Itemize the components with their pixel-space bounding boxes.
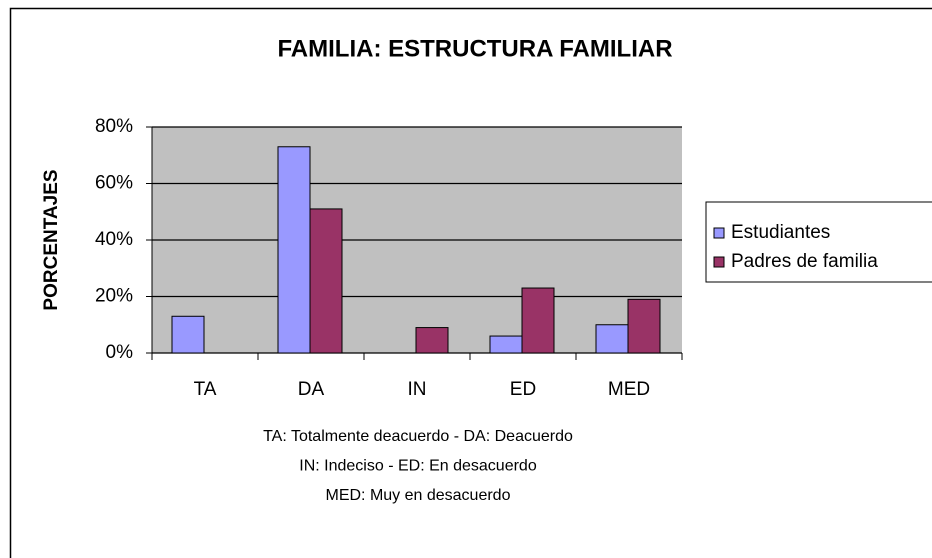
bar [171,315,205,354]
y-tick-label: 60% [95,173,133,194]
annotation: MED: Muy en desacuerdo [326,487,511,504]
y-tick-label: 40% [95,229,133,250]
bar [415,327,449,354]
y-tick-label: 80% [95,116,133,137]
annotation: IN: Indeciso - ED: En desacuerdo [299,458,537,475]
y-axis-label: PORCENTAJES [41,169,62,310]
y-tick-label: 20% [95,286,133,307]
x-tick-label: IN [408,379,427,400]
bar [595,324,629,354]
bar [309,208,343,354]
x-tick-label: DA [298,379,325,400]
bar [489,335,523,354]
legend-label: Estudiantes [731,222,830,243]
chart-title: FAMILIA: ESTRUCTURA FAMILIAR [277,35,672,62]
legend-swatch [713,256,725,268]
legend-label: Padres de familia [731,251,878,272]
x-tick-label: TA [194,379,217,400]
bar [521,287,555,354]
legend-swatch [713,227,725,239]
x-tick-label: MED [608,379,650,400]
bar [277,146,311,354]
y-tick-label: 0% [106,342,134,363]
annotation: TA: Totalmente deacuerdo - DA: Deacuerdo [263,428,573,445]
x-tick-label: ED [510,379,536,400]
legend [705,201,932,283]
bar [627,298,661,354]
